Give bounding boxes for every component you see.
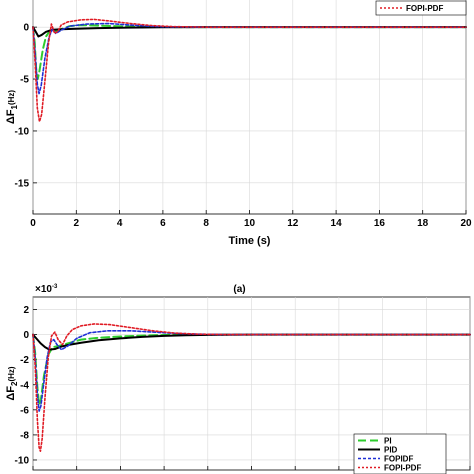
chart-panel-a: 0 2 4 6 8 10 12 14 16 18 20 0 -5 -10 -15 Time (s) ΔF1… bbox=[5, 0, 472, 295]
y-exponent-power-b: -3 bbox=[52, 284, 58, 290]
x-tick-label: 20 bbox=[460, 218, 472, 229]
series-line-pid bbox=[32, 26, 467, 38]
x-tick-labels-a: 0 2 4 6 8 10 12 14 16 18 20 bbox=[30, 218, 472, 229]
y-tick-label: 2 bbox=[23, 305, 29, 316]
series-line-pi bbox=[32, 333, 471, 406]
y-tick-label: -5 bbox=[20, 75, 29, 86]
x-tick-label: 0 bbox=[30, 218, 36, 229]
y-tick-label: -2 bbox=[20, 355, 29, 366]
x-tick-label: 12 bbox=[287, 218, 299, 229]
y-tick-label: -15 bbox=[15, 178, 30, 189]
y-axis-label-sub-b: 2 bbox=[10, 381, 19, 386]
y-axis-label-b: ΔF2(Hz) bbox=[5, 366, 19, 401]
legend-label-pi: PI bbox=[384, 437, 392, 446]
y-tick-label: 0 bbox=[23, 23, 29, 34]
y-exponent-base-b: ×10 bbox=[35, 284, 52, 295]
legend-box bbox=[353, 433, 447, 474]
y-tick-label: -8 bbox=[20, 430, 29, 441]
series-group-b bbox=[32, 323, 471, 452]
y-tick-labels-b: 2 0 -2 -4 -6 -8 -10 bbox=[15, 305, 30, 466]
x-tick-label: 18 bbox=[417, 218, 429, 229]
y-tick-label: 0 bbox=[23, 330, 29, 341]
y-axis-label-main-a: ΔF bbox=[5, 109, 17, 124]
legend-label-pid: PID bbox=[384, 446, 398, 455]
x-tick-label: 10 bbox=[244, 218, 256, 229]
panel-label-a: (a) bbox=[233, 284, 245, 295]
chart-panel-b: 20-2-4-6-8-10 ×10-3 ΔF2(Hz) PIPIDFOPIDFF… bbox=[5, 284, 471, 474]
y-axis-label-a: ΔF1(Hz) bbox=[5, 90, 19, 125]
x-axis-label-a: Time (s) bbox=[229, 235, 271, 247]
x-tick-label: 8 bbox=[203, 218, 209, 229]
x-tick-label: 14 bbox=[331, 218, 343, 229]
y-tick-label: -4 bbox=[20, 380, 29, 391]
x-tick-label: 6 bbox=[160, 218, 166, 229]
y-tick-labels-a: 0 -5 -10 -15 bbox=[15, 23, 30, 190]
legend-box bbox=[375, 0, 467, 16]
y-axis-label-unit-a: (Hz) bbox=[7, 90, 16, 105]
series-line-fopi-pdf bbox=[32, 323, 471, 452]
series-line-fopi-pdf bbox=[32, 18, 467, 123]
x-tick-label: 2 bbox=[74, 218, 80, 229]
x-tick-label: 16 bbox=[374, 218, 386, 229]
legend-a: FOPI-PDF bbox=[375, 0, 467, 16]
y-axis-label-main-b: ΔF bbox=[5, 386, 17, 401]
y-tick-label: -10 bbox=[15, 455, 30, 466]
y-axis-label-sub-a: 1 bbox=[10, 104, 19, 109]
legend-label-fopidf: FOPIDF bbox=[384, 455, 413, 464]
y-exponent-label-b: ×10-3 bbox=[35, 284, 58, 295]
series-line-pid bbox=[32, 333, 471, 351]
y-axis-label-unit-b: (Hz) bbox=[7, 366, 16, 381]
series-group-a bbox=[32, 18, 467, 123]
legend-label-fopi-pdf: FOPI-PDF bbox=[406, 4, 443, 13]
y-tick-label: -6 bbox=[20, 405, 29, 416]
y-tick-label: -10 bbox=[15, 126, 30, 137]
legend-label-fopi-pdf: FOPI-PDF bbox=[384, 464, 421, 473]
x-tick-label: 4 bbox=[117, 218, 123, 229]
